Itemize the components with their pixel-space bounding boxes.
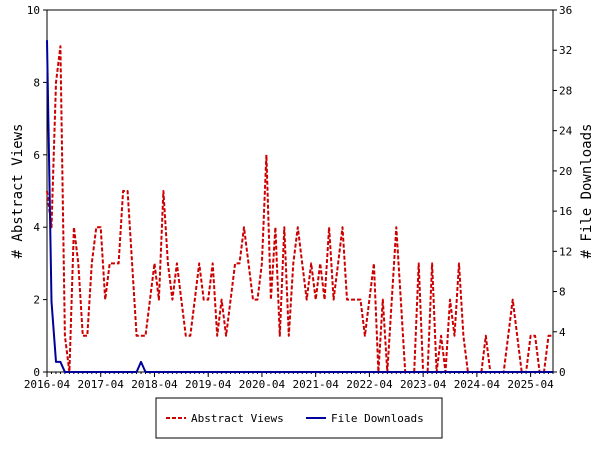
x-tick-label: 2019-04 — [185, 378, 232, 391]
y2-tick-label: 8 — [559, 286, 566, 299]
x-tick-label: 2016-04 — [24, 378, 71, 391]
y2-tick-label: 36 — [559, 4, 572, 17]
legend: Abstract Views File Downloads — [155, 397, 443, 439]
y2-tick-label: 24 — [559, 125, 573, 138]
y-tick-label: 8 — [33, 76, 40, 89]
y2-tick-label: 28 — [559, 84, 572, 97]
y2-tick-label: 16 — [559, 205, 572, 218]
legend-label-abstract-views: Abstract Views — [191, 412, 284, 425]
y2-tick-label: 32 — [559, 44, 572, 57]
x-axis: 2016-04 2017-04 2018-04 2019-04 2020-04 2021-… — [24, 372, 554, 391]
x-tick-label: 2024-04 — [454, 378, 501, 391]
x-tick-label: 2021-04 — [292, 378, 339, 391]
y-tick-label: 10 — [27, 4, 40, 17]
y2-axis-label: # File Downloads — [579, 124, 595, 259]
y2-tick-label: 12 — [559, 245, 572, 258]
x-tick-label: 2025-04 — [507, 378, 554, 391]
series-layer — [46, 40, 553, 373]
right-axis: 0 4 8 12 16 20 24 28 32 36 — [553, 4, 573, 379]
x-tick-label: 2017-04 — [78, 378, 125, 391]
y-tick-label: 6 — [33, 149, 40, 162]
x-tick-label: 2022-04 — [346, 378, 393, 391]
y-tick-label: 2 — [33, 294, 40, 307]
series-line-file-downloads — [46, 40, 553, 373]
x-tick-label: 2020-04 — [239, 378, 286, 391]
y2-tick-label: 0 — [559, 366, 566, 379]
y2-tick-label: 20 — [559, 165, 572, 178]
x-tick-label: 2023-04 — [400, 378, 447, 391]
y-axis-label: # Abstract Views — [10, 124, 26, 259]
y2-tick-label: 4 — [559, 326, 566, 339]
y-tick-label: 4 — [33, 221, 40, 234]
y-tick-label: 0 — [33, 366, 40, 379]
x-tick-label: 2018-04 — [131, 378, 178, 391]
series-line-abstract-views — [46, 45, 553, 373]
legend-label-file-downloads: File Downloads — [331, 412, 424, 425]
left-axis: 0 2 4 6 8 10 — [27, 4, 47, 379]
